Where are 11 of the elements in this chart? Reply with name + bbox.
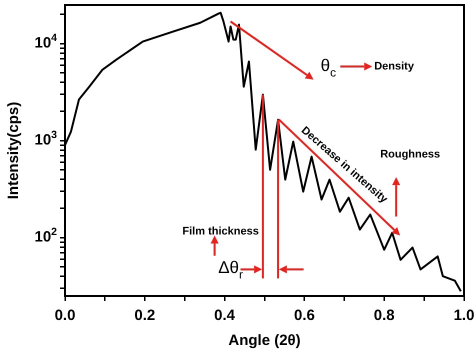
x-tick-label: 0.4 [214,307,236,324]
annotation: Roughness [380,148,440,160]
annotation: Density [374,60,415,73]
y-axis-title: Intensity(cps) [5,102,22,200]
annotation: Film thickness [182,226,259,238]
x-axis-title: Angle (2θ) [228,332,301,350]
x-tick-label: 0.0 [54,307,76,324]
x-tick-label: 1.0 [454,307,474,324]
x-tick-label: 0.8 [374,307,395,324]
x-tick-label: 0.6 [294,307,315,324]
x-tick-label: 0.2 [134,307,156,324]
